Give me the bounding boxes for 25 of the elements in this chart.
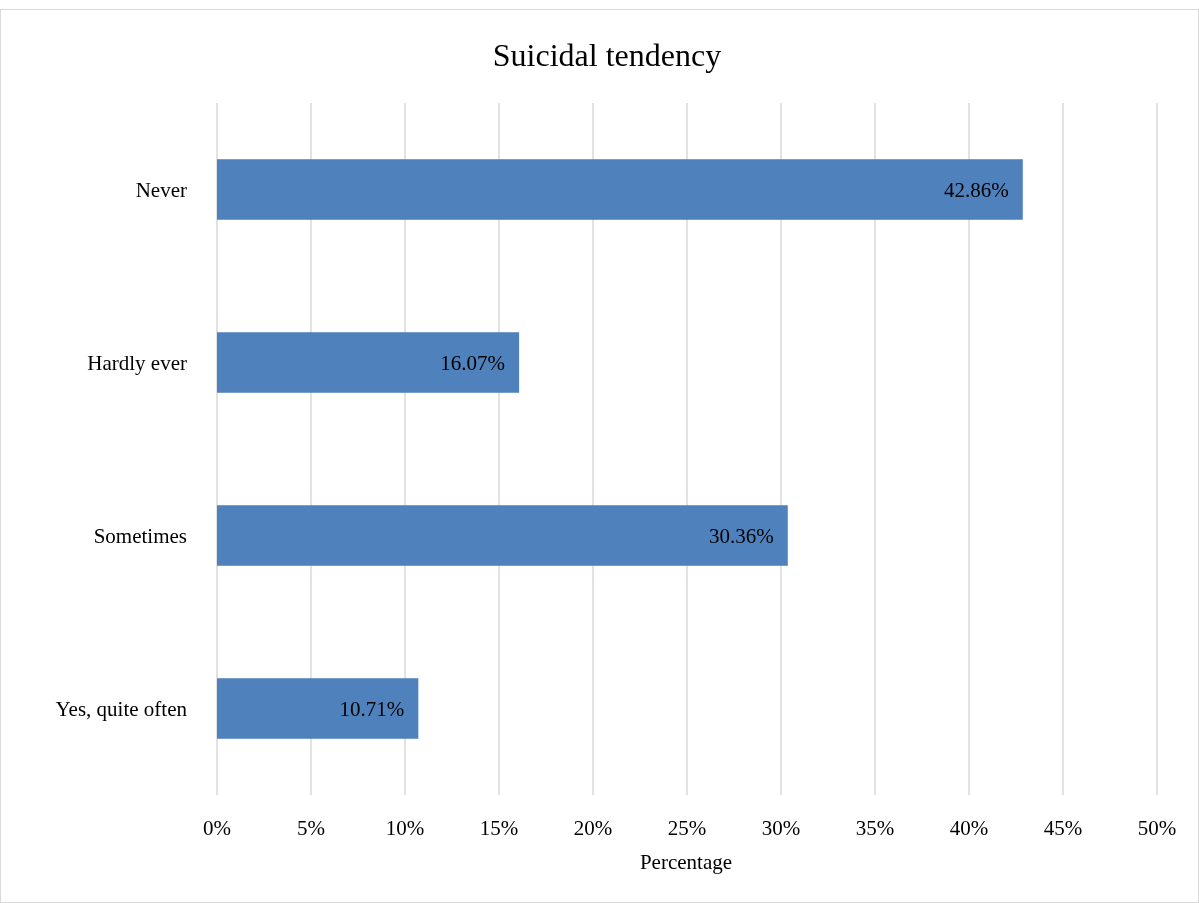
x-tick-label: 10% — [385, 816, 425, 840]
data-label: 16.07% — [440, 350, 506, 375]
y-tick-label: Never — [135, 177, 187, 202]
x-tick-label: 45% — [1043, 816, 1083, 840]
data-label: 42.86% — [944, 177, 1009, 202]
x-tick-label: 35% — [855, 816, 895, 840]
bar — [217, 505, 788, 566]
x-tick-label: 5% — [297, 816, 325, 840]
y-tick-label: Yes, quite often — [55, 696, 188, 721]
bar — [217, 332, 520, 393]
bar — [217, 678, 419, 739]
x-tick-label: 15% — [479, 816, 519, 840]
x-tick-label: 25% — [667, 816, 707, 840]
x-tick-label: 30% — [761, 816, 801, 840]
bar — [217, 159, 1023, 220]
y-tick-label: Hardly ever — [87, 350, 187, 375]
data-label: 10.71% — [339, 696, 405, 721]
x-tick-label: 0% — [203, 816, 231, 840]
x-tick-label: 50% — [1137, 816, 1177, 840]
x-axis-title: Percentage — [639, 850, 733, 874]
x-tick-label: 40% — [949, 816, 989, 840]
data-label: 30.36% — [709, 523, 774, 548]
chart-title: Suicidal tendency — [492, 37, 722, 73]
y-tick-label: Sometimes — [93, 523, 187, 548]
x-tick-label: 20% — [573, 816, 613, 840]
